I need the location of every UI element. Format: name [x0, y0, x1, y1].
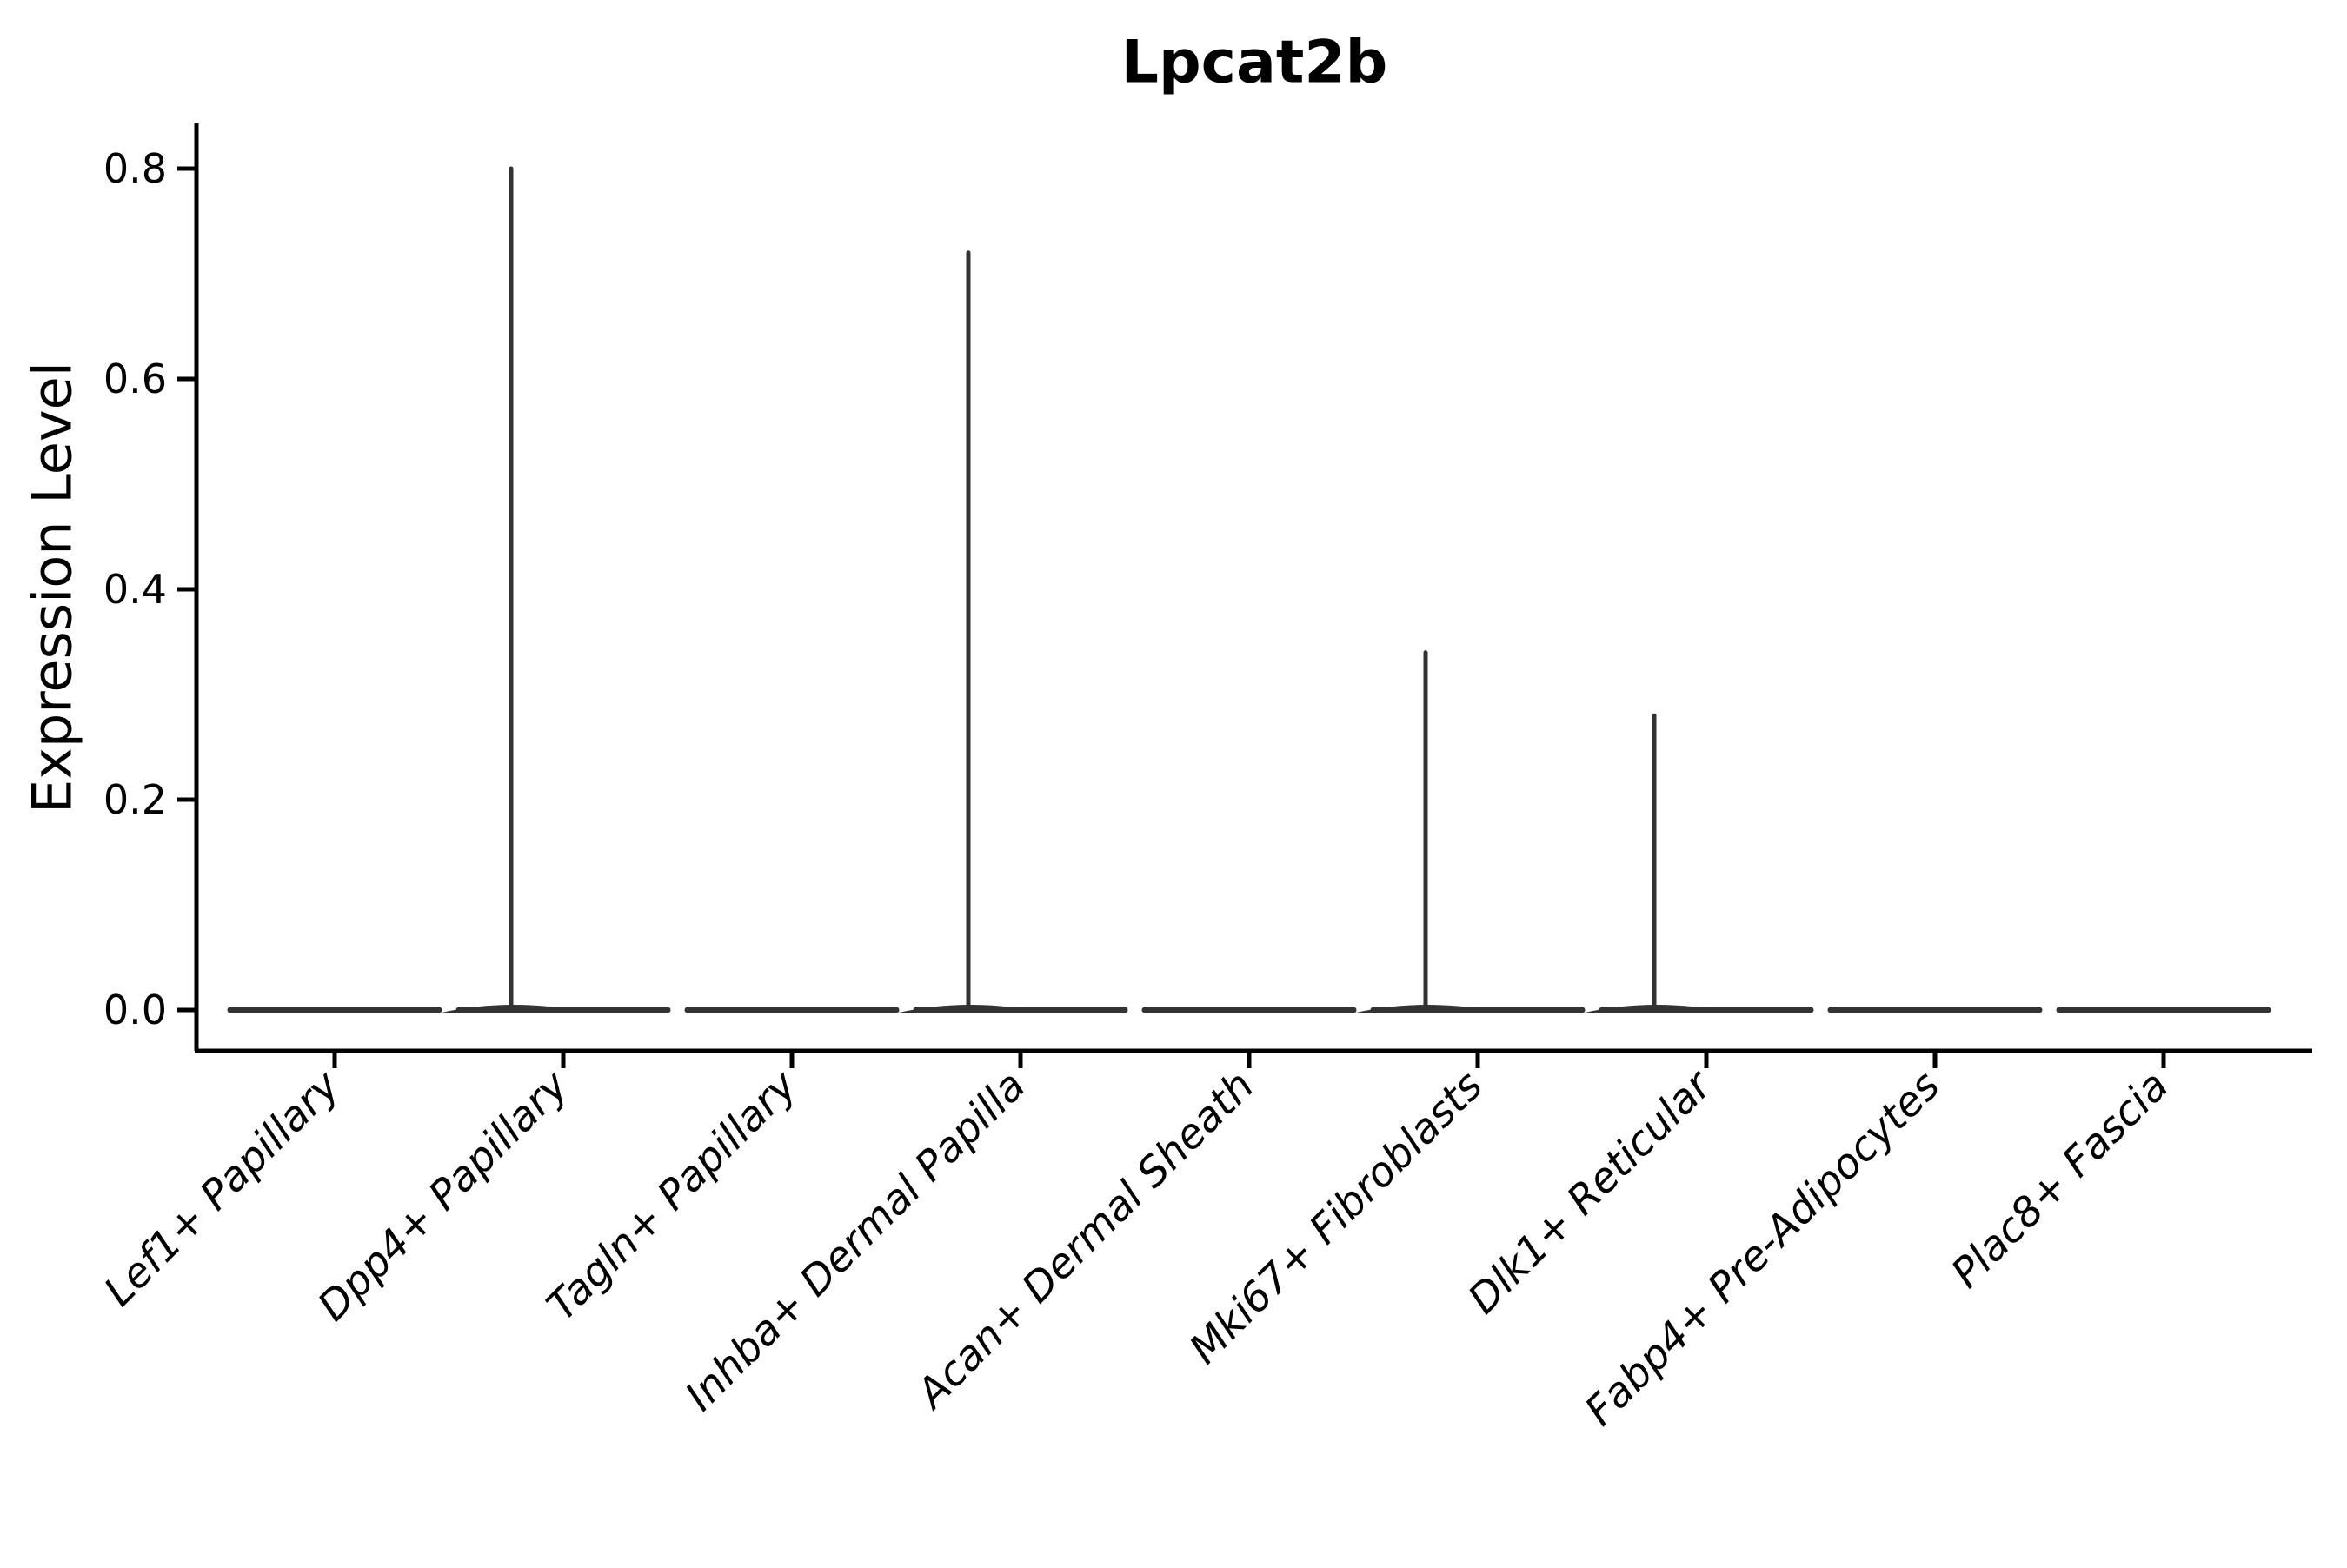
violin-density-bump [442, 1005, 589, 1013]
violin [1585, 713, 1814, 1013]
y-axis-label: Expression Level [21, 362, 84, 814]
violin [1356, 650, 1586, 1013]
x-tick-label: Lef1+ Papillary [95, 1061, 349, 1316]
x-tick-marks [332, 1051, 2166, 1068]
violin [442, 166, 671, 1013]
y-tick-label: 0.2 [103, 776, 167, 823]
x-tick-labels: Lef1+ Papillary Dpp4+ Papillary Tagln+ P… [95, 1060, 2177, 1435]
y-tick-marks [177, 166, 196, 1013]
y-tick-labels: 0.0 0.2 0.4 0.6 0.8 [103, 145, 167, 1033]
x-tick-label: Tagln+ Papillary [538, 1061, 808, 1331]
y-tick-label: 0.6 [103, 355, 167, 402]
y-tick-label: 0.8 [103, 145, 167, 192]
y-tick-label: 0.0 [103, 987, 167, 1033]
violin-density-bump [1585, 1005, 1732, 1013]
violin [899, 250, 1128, 1013]
x-tick-label: Plac8+ Fascia [1942, 1062, 2177, 1298]
chart-title: Lpcat2b [1121, 29, 1388, 97]
violin-density-bump [899, 1005, 1047, 1013]
x-tick-label: Dpp4+ Papillary [309, 1061, 578, 1331]
y-tick-label: 0.4 [103, 566, 167, 613]
violin-series [227, 166, 2271, 1013]
violin-density-bump [1356, 1005, 1504, 1013]
x-tick-label: Dlk1+ Reticular [1459, 1060, 1723, 1324]
